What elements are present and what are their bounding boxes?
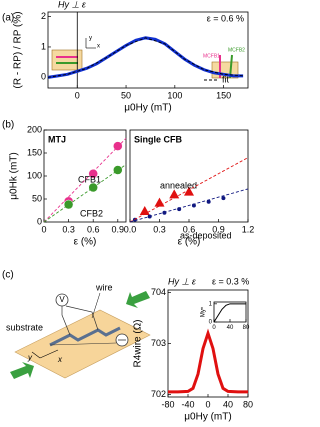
series-label: CFB1 xyxy=(78,174,101,184)
legend-label: fit xyxy=(222,74,230,84)
inset-left: y x xyxy=(51,36,100,71)
strain-arrow xyxy=(126,291,150,308)
axis-label: x xyxy=(57,355,63,364)
device-diagram: V x y wire substrate xyxy=(6,282,151,379)
x-tick-label: 0.6 xyxy=(183,224,196,234)
x-tick-label: 80 xyxy=(243,325,250,331)
y-tick-label: 2 xyxy=(41,11,46,21)
axis-label: y xyxy=(89,36,92,42)
y-tick-label: 50 xyxy=(32,193,42,203)
y-tick-label: 200 xyxy=(27,124,42,134)
substrate-label: substrate xyxy=(6,322,43,332)
fit-line xyxy=(129,188,249,223)
panel-label: (a) xyxy=(2,13,14,24)
y-tick-label: 0 xyxy=(209,320,213,326)
chart-subtitle: ε = 0.6 % xyxy=(207,13,244,23)
pointer xyxy=(91,292,101,319)
x-tick-label: 0.3 xyxy=(62,224,75,234)
data-line xyxy=(168,328,248,394)
y-tick-label: 1 xyxy=(209,301,213,307)
x-tick-label: 0.0 xyxy=(124,224,137,234)
series-label: as-deposited xyxy=(180,230,232,240)
label: MCFB1 xyxy=(203,53,220,59)
plot-frame xyxy=(47,11,249,89)
y-tick-label: 1 xyxy=(41,41,46,51)
wire xyxy=(49,326,121,347)
y-tick-label: 100 xyxy=(27,170,42,180)
x-tick-label: 0 xyxy=(75,90,80,100)
label: MCFB2 xyxy=(228,47,245,53)
inset-box xyxy=(51,49,83,71)
x-tick-label: 0.6 xyxy=(87,224,100,234)
x-tick-label: 0.3 xyxy=(153,224,166,234)
fit-line xyxy=(43,137,127,223)
x-axis-label: μ0Hy (mT) xyxy=(184,412,231,423)
x-tick-label: 50 xyxy=(121,90,131,100)
axis xyxy=(31,351,41,359)
fit-line xyxy=(47,37,244,78)
voltmeter xyxy=(55,293,69,307)
lead xyxy=(65,305,99,331)
data-point xyxy=(139,205,150,215)
axis-label: y xyxy=(27,353,33,362)
x-tick-label: 0.9 xyxy=(112,224,125,234)
axis-label: x xyxy=(97,44,100,50)
data-point xyxy=(154,197,165,207)
x-tick-label: 100 xyxy=(167,90,182,100)
x-tick-label: 150 xyxy=(216,90,231,100)
chart-title: MTJ xyxy=(48,134,66,144)
x-tick-label: 80 xyxy=(243,399,253,409)
x-tick-label: 0 xyxy=(205,399,210,409)
x-tick-label: 40 xyxy=(223,399,233,409)
data-point xyxy=(169,189,180,199)
data-point xyxy=(88,168,98,179)
x-tick-label: 40 xyxy=(227,325,234,331)
chart-title: Single CFB xyxy=(134,134,183,144)
fit-line xyxy=(43,164,127,223)
series-label: annealed xyxy=(160,180,197,190)
data-point xyxy=(184,186,194,196)
y-tick-label: 150 xyxy=(27,147,42,157)
y-tick-label: 0 xyxy=(41,72,46,82)
chart-title: Hy ⊥ ε xyxy=(58,0,87,9)
fit-line xyxy=(129,157,249,223)
y-tick-label: 702 xyxy=(151,389,166,399)
x-axis-label: ε (%) xyxy=(74,237,97,248)
strain-arrow xyxy=(10,362,34,379)
x-tick-label: 1.2 xyxy=(242,224,255,234)
x-tick-label: 0 xyxy=(41,224,46,234)
x-tick-label: 0 xyxy=(212,325,216,331)
y-axis-label: μ0Hk (mT) xyxy=(9,152,20,199)
x-axis-label: μ0Hy (mT) xyxy=(124,103,171,114)
voltmeter-label: V xyxy=(59,295,65,304)
x-axis-label: ε (%) xyxy=(178,237,201,248)
y-tick-label: 703 xyxy=(151,338,166,348)
x-tick-label: 0.9 xyxy=(212,224,225,234)
data-line xyxy=(213,303,246,323)
series-label: CFB2 xyxy=(80,208,103,218)
axis xyxy=(39,349,59,359)
chart-subtitle: ε = 0.3 % xyxy=(212,276,249,286)
y-tick-label: 0 xyxy=(37,216,42,226)
lead xyxy=(49,342,117,346)
data-point xyxy=(221,196,226,201)
y-axis-label: (R - RP) / RP (%) xyxy=(13,11,24,88)
panel-label: (b) xyxy=(2,120,14,131)
lead xyxy=(61,306,71,336)
x-tick-label: -80 xyxy=(161,399,174,409)
wire-label: wire xyxy=(95,282,113,292)
y-axis-label: Myⁿ xyxy=(200,307,207,317)
x-tick-label: -40 xyxy=(181,399,194,409)
data-point xyxy=(206,199,211,204)
chart-title: Hy ⊥ ε xyxy=(168,276,197,286)
panel-label: (c) xyxy=(2,270,14,281)
figure: (a) (b) (c) y x MCFB1 MCFB2 V x y wire xyxy=(2,0,255,423)
y-tick-label: 704 xyxy=(151,287,166,297)
y-axis-label: R4wire (Ω) xyxy=(133,319,144,367)
